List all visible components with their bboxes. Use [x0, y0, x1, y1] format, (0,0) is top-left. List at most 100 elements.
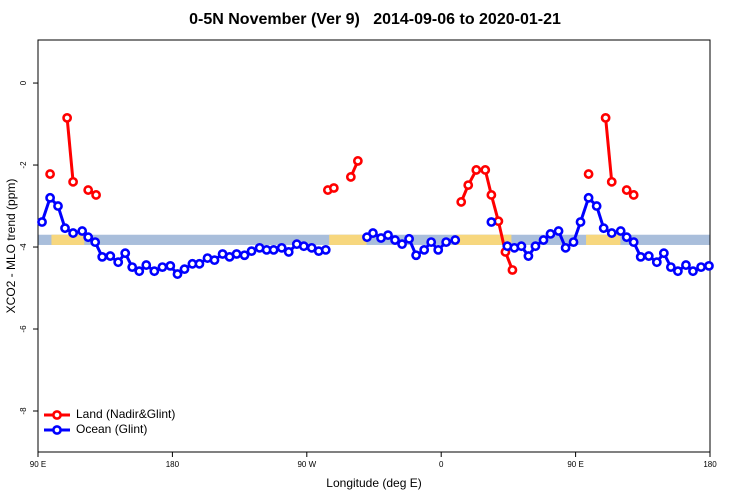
data-point: [530, 241, 541, 252]
data-point: [45, 169, 55, 179]
data-point: [77, 226, 88, 236]
data-point: [404, 233, 414, 244]
data-point: [672, 266, 683, 277]
data-point: [621, 232, 632, 243]
data-point: [600, 112, 611, 123]
data-point: [298, 241, 309, 252]
x-tick-label: 90 W: [297, 460, 316, 469]
data-point: [352, 156, 363, 166]
x-tick-label: 90 E: [30, 460, 46, 469]
data-point: [688, 266, 698, 277]
data-point: [172, 269, 183, 279]
data-point: [486, 217, 497, 227]
x-tick-label: 90 E: [567, 460, 583, 469]
data-point: [523, 251, 534, 261]
data-point: [383, 230, 393, 241]
data-point: [328, 183, 339, 193]
data-point: [426, 237, 437, 248]
data-point: [397, 239, 407, 250]
data-point: [120, 248, 131, 259]
data-point: [390, 235, 400, 245]
data-point: [209, 255, 220, 266]
data-point: [433, 244, 444, 255]
data-point: [127, 262, 138, 273]
series-line: [604, 117, 614, 182]
data-point: [276, 242, 287, 253]
data-point: [83, 185, 94, 195]
data-point: [635, 251, 646, 262]
data-point: [345, 172, 356, 182]
data-point: [583, 169, 594, 179]
x-axis-label: Longitude (deg E): [326, 476, 421, 490]
data-point: [615, 226, 626, 236]
data-point: [606, 228, 617, 238]
data-point: [643, 251, 654, 261]
data-point: [91, 190, 101, 200]
data-point: [560, 242, 571, 253]
land-band: [329, 234, 367, 245]
legend-label: Land (Nadir&Glint): [76, 407, 175, 421]
data-point: [368, 228, 378, 238]
data-point: [97, 251, 108, 262]
data-point: [665, 262, 676, 273]
y-tick-label: -4: [19, 243, 28, 251]
data-point: [239, 250, 250, 261]
land-band: [456, 234, 512, 245]
data-point: [62, 112, 73, 123]
data-point: [516, 241, 527, 252]
data-point: [283, 247, 294, 257]
data-point: [651, 257, 662, 268]
data-point: [165, 260, 176, 271]
data-point: [113, 257, 124, 268]
plot-frame: [37, 39, 711, 453]
data-point: [83, 232, 94, 243]
data-point: [149, 266, 160, 277]
data-point: [134, 266, 145, 277]
x-tick-label: 180: [703, 460, 717, 469]
data-point: [486, 190, 497, 200]
data-point: [696, 262, 706, 273]
data-point: [591, 201, 602, 211]
y-axis-label: XCO2 - MLO trend (ppm): [4, 179, 18, 314]
data-point: [456, 197, 467, 207]
legend-marker: [52, 410, 62, 420]
data-point: [681, 260, 691, 270]
data-point: [553, 226, 564, 236]
data-point: [411, 250, 422, 261]
data-point: [628, 190, 639, 200]
y-tick-label: -8: [19, 407, 28, 415]
data-point: [53, 201, 63, 211]
ocean-band: [38, 234, 710, 245]
data-point: [704, 260, 714, 271]
x-tick-label: 180: [166, 460, 180, 469]
data-point: [598, 223, 609, 234]
data-point: [568, 237, 579, 248]
chart-title: 0-5N November (Ver 9) 2014-09-06 to 2020…: [189, 11, 561, 28]
data-point: [179, 264, 190, 275]
data-point: [268, 244, 279, 255]
data-point: [246, 246, 257, 257]
data-point: [60, 223, 70, 234]
y-tick-label: 0: [19, 80, 28, 85]
data-point: [545, 229, 556, 239]
legend-marker: [52, 425, 62, 435]
data-point: [90, 237, 101, 248]
data-point: [231, 249, 242, 259]
data-point: [583, 192, 594, 203]
data-point: [575, 217, 586, 227]
data-point: [621, 185, 632, 195]
data-point: [480, 165, 491, 175]
y-tick-label: -2: [19, 161, 28, 169]
y-tick-label: -6: [19, 325, 28, 333]
data-point: [141, 260, 152, 270]
data-point: [463, 180, 474, 191]
data-point: [68, 228, 78, 238]
data-point: [37, 217, 47, 227]
series-line: [65, 117, 75, 182]
data-point: [157, 262, 168, 273]
data-point: [538, 235, 549, 245]
land-band: [51, 234, 85, 245]
data-point: [320, 244, 331, 255]
